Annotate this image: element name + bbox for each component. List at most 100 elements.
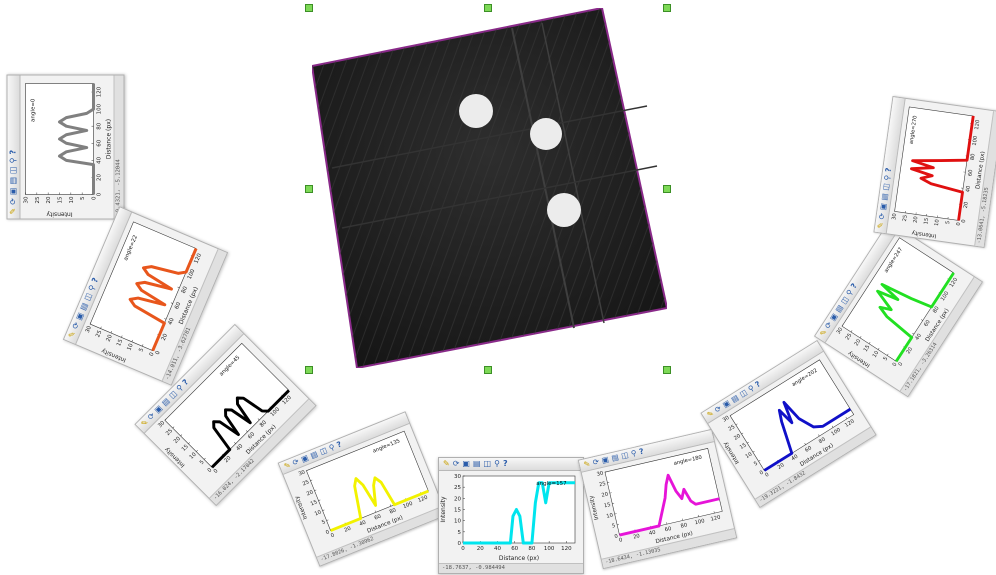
resize-handle-middle-right[interactable]	[663, 185, 671, 193]
x-tick-label: 120	[844, 418, 856, 428]
pencil-icon[interactable]: ✎	[8, 207, 18, 215]
fit-icon[interactable]: ◫	[8, 166, 18, 174]
profile-plot-window-gray[interactable]: ✎ ⟳ ▣ ▤ ◫ ⚲? 0 20 40 60 80 100 120 0 5 10 15 20 25 30 Distan…	[6, 74, 125, 220]
cursor-coordinates-status: -18.7637, -0.984494	[439, 563, 583, 573]
zoom-icon[interactable]: ⚲	[630, 448, 638, 459]
help-icon[interactable]: ?	[883, 167, 893, 173]
x-tick-label: 60	[804, 445, 813, 454]
resize-handle-bottom-center[interactable]	[484, 366, 492, 374]
zoom-icon[interactable]: ⚲	[494, 459, 500, 468]
resize-handle-bottom-right[interactable]	[663, 366, 671, 374]
x-tick-label: 40	[914, 333, 923, 342]
x-tick-label: 80	[259, 419, 268, 428]
help-icon[interactable]: ?	[335, 439, 343, 450]
profile-plot-window-black[interactable]: ✎ ⟳ ▣ ▤ ◫ ⚲? 0 20 40 60 80 100 120 0 5 10 15 20 25 30 Distan…	[134, 323, 317, 507]
help-icon[interactable]: ?	[8, 149, 18, 155]
y-tick-label: 0	[892, 362, 899, 368]
save-icon[interactable]: ▣	[600, 454, 610, 465]
resize-handle-bottom-left[interactable]	[305, 366, 313, 374]
y-tick-label: 30	[454, 474, 461, 480]
x-axis-title: Distance (px)	[499, 555, 539, 562]
profile-plot-window-orange[interactable]: ✎ ⟳ ▣ ▤ ◫ ⚲? 0 20 40 60 80 100 120 0 5 10 15 20 25 30 Distan…	[62, 206, 229, 386]
y-tick-label: 15	[739, 442, 748, 451]
refresh-icon[interactable]: ⟳	[877, 212, 887, 221]
x-tick-label: 100	[694, 518, 705, 526]
zoom-icon[interactable]: ⚲	[8, 157, 18, 164]
fit-icon[interactable]: ◫	[483, 459, 492, 468]
export-icon[interactable]: ▤	[472, 459, 481, 468]
help-icon[interactable]: ?	[502, 459, 508, 468]
y-tick-label: 5	[612, 523, 617, 530]
x-tick-label: 100	[972, 135, 979, 146]
pencil-icon[interactable]: ✎	[443, 459, 450, 468]
x-tick-label: 60	[664, 526, 672, 533]
profile-plot-window-cyan[interactable]: ✎ ⟳ ▣ ▤ ◫ ⚲? 0 20 40 60 80 100 120 0 5 10 15 20 25 30 Distan…	[438, 457, 584, 574]
x-axis-title: Distance (px)	[106, 119, 113, 159]
pencil-icon[interactable]: ✎	[875, 221, 886, 230]
y-tick-label: 15	[310, 499, 318, 507]
resize-handle-middle-left[interactable]	[305, 185, 313, 193]
x-tick-label: 120	[97, 86, 103, 97]
plot-toolbar: ✎ ⟳ ▣ ▤ ◫ ⚲?	[439, 458, 583, 471]
fit-icon[interactable]: ◫	[881, 182, 891, 192]
ct-image[interactable]	[310, 6, 669, 370]
profile-plot-window-green[interactable]: ✎ ⟳ ▣ ▤ ◫ ⚲? 0 20 40 60 80 100 120 0 5 10 15 20 25 30 Distan…	[813, 220, 984, 398]
x-tick-label: 100	[830, 427, 842, 437]
refresh-icon[interactable]: ⟳	[8, 198, 18, 205]
help-icon[interactable]: ?	[90, 276, 101, 285]
x-tick-label: 100	[544, 546, 555, 552]
profile-plot-window-magenta[interactable]: ✎ ⟳ ▣ ▤ ◫ ⚲? 0 20 40 60 80 100 120 0 5 10 15 20 25 30 Distan…	[577, 428, 738, 570]
resize-handle-top-center[interactable]	[484, 4, 492, 12]
fit-icon[interactable]: ◫	[620, 450, 630, 461]
y-tick-label: 25	[845, 332, 854, 341]
ct-blob-2	[530, 118, 562, 150]
x-tick-label: 100	[187, 268, 197, 280]
x-tick-label: 40	[235, 443, 244, 452]
x-tick-label: 0	[618, 537, 623, 544]
pencil-icon[interactable]: ✎	[582, 459, 591, 469]
y-tick-label: 15	[58, 196, 64, 203]
resize-handle-top-right[interactable]	[663, 4, 671, 12]
y-tick-label: 25	[35, 196, 41, 203]
x-tick-label: 40	[648, 530, 656, 537]
help-icon[interactable]: ?	[638, 446, 645, 457]
x-tick-label: 40	[494, 546, 501, 552]
y-tick-label: 20	[733, 433, 742, 442]
y-tick-label: 10	[606, 512, 614, 519]
zoom-icon[interactable]: ⚲	[882, 174, 892, 182]
y-tick-label: 25	[902, 214, 909, 221]
plot-area	[604, 448, 723, 536]
refresh-icon[interactable]: ⟳	[591, 457, 600, 467]
refresh-icon[interactable]: ⟳	[452, 459, 460, 468]
x-tick-label: 0	[898, 361, 905, 367]
export-icon[interactable]: ▤	[8, 176, 18, 185]
save-icon[interactable]: ▣	[878, 202, 888, 211]
y-tick-label: 25	[599, 481, 607, 488]
x-tick-label: 20	[777, 462, 786, 471]
profile-plot-window-blue[interactable]: ✎ ⟳ ▣ ▤ ◫ ⚲? 0 20 40 60 80 100 120 0 5 10 15 20 25 30 Distan…	[700, 339, 877, 509]
y-tick-label: 5	[945, 220, 951, 224]
y-tick-label: 20	[173, 435, 182, 444]
y-axis-title: Intensity	[911, 229, 937, 238]
export-icon[interactable]: ▤	[610, 452, 620, 463]
export-icon[interactable]: ▤	[879, 192, 890, 201]
save-icon[interactable]: ▣	[8, 187, 18, 196]
y-tick-label: 20	[306, 489, 314, 497]
profile-plot-window-red[interactable]: ✎ ⟳ ▣ ▤ ◫ ⚲? 0 20 40 60 80 100 120 0 5 10 15 20 25 30 Distan…	[873, 95, 996, 249]
save-icon[interactable]: ▣	[462, 459, 470, 468]
profile-plot-window-yellow[interactable]: ✎ ⟳ ▣ ▤ ◫ ⚲? 0 20 40 60 80 100 120 0 5 10 15 20 25 30 Distan…	[277, 411, 448, 567]
x-tick-label: 80	[528, 546, 535, 552]
y-tick-label: 30	[891, 213, 898, 220]
y-tick-label: 15	[923, 217, 930, 224]
resize-handle-top-left[interactable]	[305, 4, 313, 12]
